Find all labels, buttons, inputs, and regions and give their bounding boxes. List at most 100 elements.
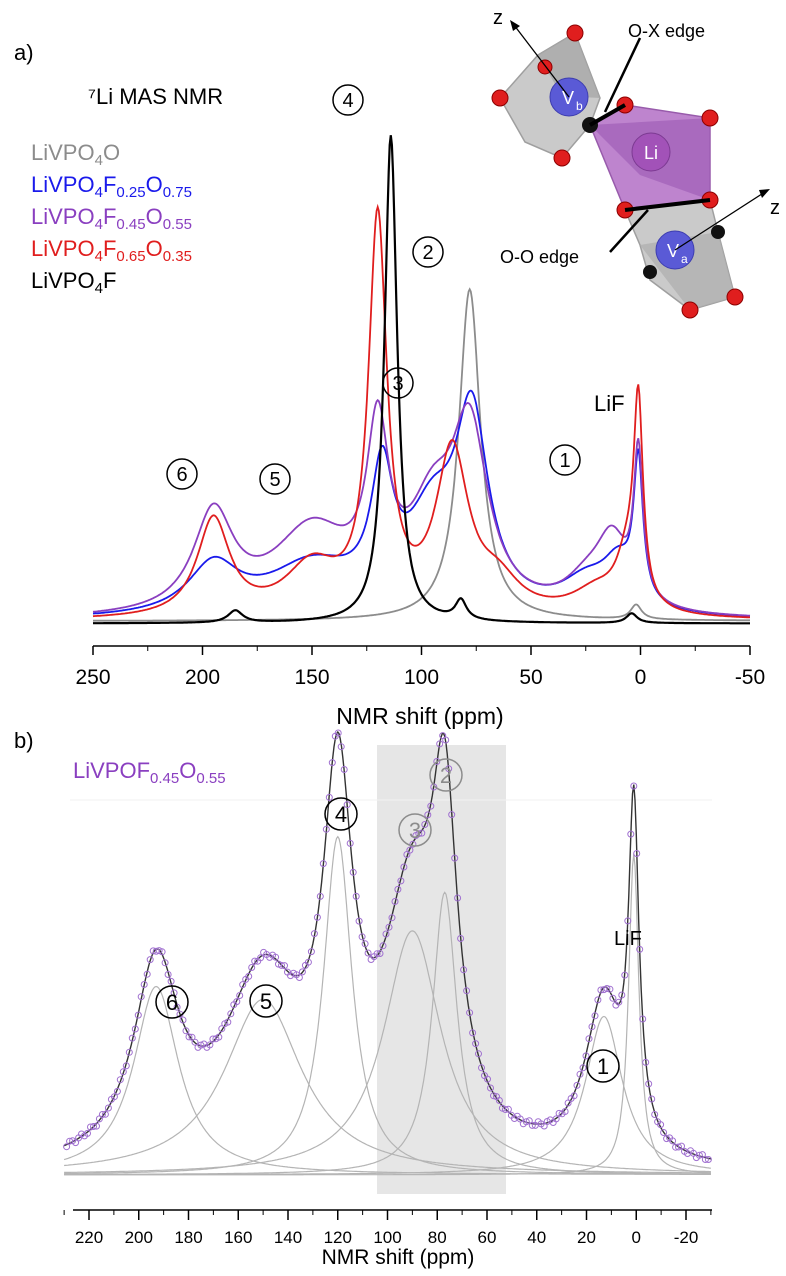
data-point [197,1041,205,1049]
x-tick-label-b: 80 [428,1228,447,1247]
data-point [310,930,318,938]
peak-marker-3-a: 3 [382,367,414,399]
data-point [340,766,348,773]
series-a-LiVPO4F025O075 [92,389,750,617]
x-tick-label-a: 0 [635,666,647,689]
svg-text:4: 4 [342,90,353,112]
data-point [322,825,330,833]
data-point [206,1041,214,1049]
data-point [621,971,629,979]
component-curve-0 [63,985,711,1175]
svg-text:1: 1 [597,1054,609,1079]
vb-atom-sub: b [576,99,583,113]
x-tick-label-a: 200 [185,666,220,689]
li-atom-label: Li [644,143,658,163]
data-point [409,840,417,848]
structure-inset: V b Li V a [491,7,780,319]
legend-a-entry-1: LiVPO4F0.25O0.75 [31,172,192,201]
x-tick-label-b: 0 [632,1228,641,1247]
legend-a-entry-4: LiVPO4F [31,268,116,297]
data-point [113,1087,121,1095]
data-point [415,830,423,838]
svg-text:6: 6 [176,464,187,486]
peak-marker-3-b: 3 [398,813,432,847]
legend-a: LiVPO4O LiVPO4F0.25O0.75 LiVPO4F0.45O0.55 L… [31,140,192,297]
data-point [191,1038,199,1046]
x-tick-label-a: 250 [75,666,110,689]
vb-atom-label: V [562,88,574,108]
data-point [307,948,315,956]
data-point [164,971,172,978]
li-atom [631,132,671,172]
data-point [501,1106,509,1113]
ox-edge [589,103,626,127]
data-point [406,846,414,854]
va-atom-sub: a [681,252,688,266]
data-point [663,1135,671,1143]
data-point [224,1018,232,1026]
svg-text:6: 6 [166,990,178,1015]
data-point [358,933,366,941]
panel-a-title: ⁷Li MAS NMR [88,84,223,109]
data-point [227,1010,235,1018]
data-point [137,993,145,1001]
x-tick-label-b: -20 [674,1228,699,1247]
lif-label-b: LiF [614,928,642,950]
data-point [364,949,372,957]
data-point [128,1034,136,1042]
data-point [352,892,360,900]
data-point [272,953,280,961]
data-point [678,1142,685,1150]
data-point [469,1029,477,1037]
data-point [504,1105,512,1113]
data-point [328,759,336,767]
data-point [698,1151,706,1159]
series-a-LiVPO4F [93,135,750,625]
data-point [669,1137,677,1145]
svg-text:5: 5 [269,469,280,491]
x-tick-label-b: 160 [224,1228,252,1247]
data-point [457,935,465,942]
data-point [167,977,175,985]
data-point [472,1040,480,1048]
x-axis-a: 250 200 150 100 50 0 -50 [75,645,765,689]
data-point [236,992,244,999]
data-point [182,1027,190,1035]
data-point [645,1080,653,1088]
data-point [657,1121,665,1129]
lif-label-a: LiF [594,391,625,416]
data-point [382,930,390,938]
data-point [660,1129,668,1136]
peak-marker-2-a: 2 [412,236,444,268]
x-tick-label-b: 60 [478,1228,497,1247]
data-point [143,970,151,978]
data-point [594,996,602,1004]
data-point [460,966,468,974]
series-a-LiVPO4F045O055 [92,398,751,617]
x-tick-label-b: 120 [324,1228,352,1247]
series-a-LiVPO4F065O035 [92,203,750,619]
data-point [245,972,253,980]
x-tick-label-b: 180 [174,1228,202,1247]
data-point [478,1064,485,1072]
data-point [495,1097,503,1104]
data-point [555,1109,563,1117]
legend-a-entry-3: LiVPO4F0.65O0.35 [31,236,192,265]
data-point [421,821,429,828]
data-point [93,1122,100,1130]
data-point [119,1068,127,1076]
data-point [582,1052,590,1060]
data-point [522,1118,530,1126]
x-axis-b: 220 200 180 160 140 120 100 80 60 40 20 0 -20 [63,1209,712,1247]
data-point [451,854,459,862]
data-point [349,868,357,876]
data-point [316,892,324,900]
x-tick-label-b: 20 [577,1228,596,1247]
oo-edge-label: O-O edge [500,247,579,267]
component-curve-3 [64,930,711,1173]
apical-x-atom-a [711,225,725,239]
ox-edge-pointer [603,37,642,113]
data-point [337,743,345,751]
legend-b: LiVPOF0.45O0.55 [73,758,226,787]
data-point [215,1033,223,1041]
